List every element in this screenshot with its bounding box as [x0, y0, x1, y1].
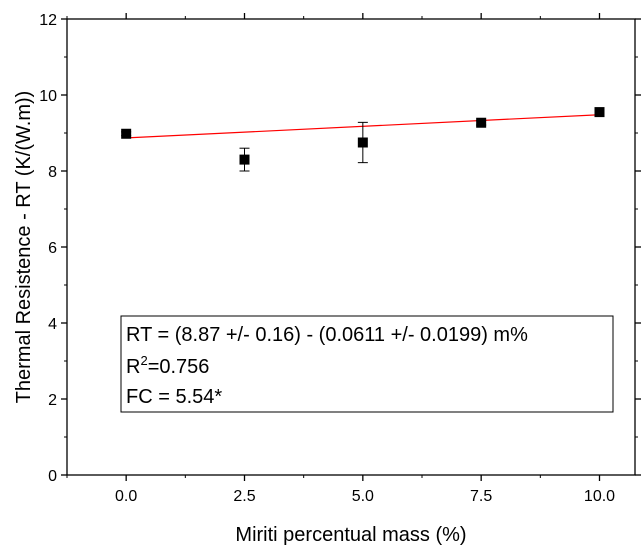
x-tick-label: 5.0	[352, 488, 374, 505]
x-axis-title: Miriti percentual mass (%)	[235, 524, 466, 546]
x-tick-label: 7.5	[470, 488, 492, 505]
y-tick-label: 10	[39, 88, 57, 105]
data-point	[357, 137, 368, 148]
data-points	[121, 107, 605, 172]
data-point	[121, 128, 132, 139]
x-tick-label: 0.0	[115, 488, 137, 505]
data-point	[239, 154, 250, 165]
x-tick-label: 2.5	[233, 488, 255, 505]
y-axis-ticks: 0 2 4 6 8 10 12	[39, 12, 641, 485]
x-axis-ticks: 0.0 2.5 5.0 7.5 10.0	[66, 13, 615, 505]
y-tick-label: 2	[48, 392, 57, 409]
data-point	[476, 117, 487, 128]
annotation-box: RT = (8.87 +/- 0.16) - (0.0611 +/- 0.019…	[120, 315, 614, 413]
x-tick-label: 10.0	[584, 488, 615, 505]
annotation-equation: RT = (8.87 +/- 0.16) - (0.0611 +/- 0.019…	[126, 324, 528, 346]
y-tick-label: 12	[39, 12, 57, 29]
data-point	[594, 107, 605, 118]
annotation-fc: FC = 5.54*	[126, 386, 222, 408]
y-axis-title: Thermal Resistence - RT (K/(W.m))	[13, 91, 35, 404]
y-tick-label: 6	[48, 240, 57, 257]
y-tick-label: 8	[48, 164, 57, 181]
annotation-r-squared: R2=0.756	[126, 353, 209, 378]
y-tick-label: 0	[48, 468, 57, 485]
annotation-frame	[120, 315, 614, 413]
y-tick-label: 4	[48, 316, 57, 333]
